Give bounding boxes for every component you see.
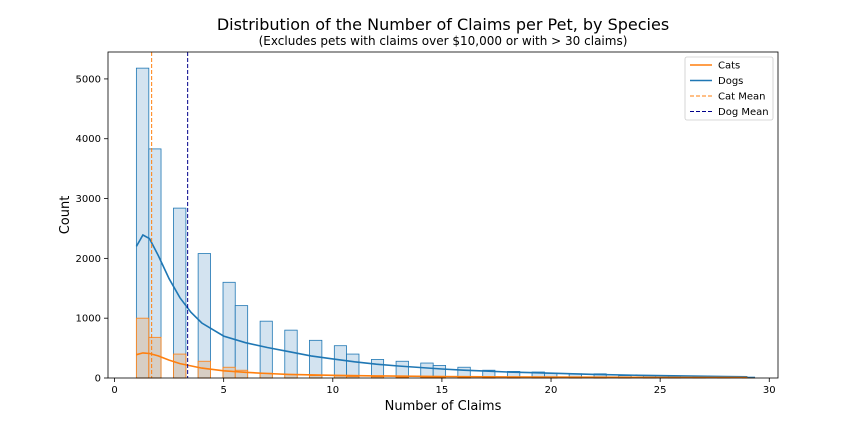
x-tick-label: 15	[436, 385, 449, 396]
dog-bar	[197, 253, 211, 379]
x-tick-label: 5	[220, 385, 226, 396]
y-axis: 0 1000 2000 3000 4000 5000	[76, 74, 108, 385]
x-axis: 0 5 10 15 20 25 30	[111, 378, 776, 396]
cat-bar	[148, 336, 162, 379]
y-tick-label: 2000	[76, 254, 101, 265]
cat-kde-line	[136, 352, 748, 379]
legend-label: Dogs	[718, 76, 743, 87]
x-tick-label: 0	[111, 385, 117, 396]
legend-label: Dog Mean	[718, 107, 769, 118]
legend-label: Cats	[718, 61, 740, 72]
x-axis-label: Number of Claims	[385, 399, 502, 414]
dog-bar	[309, 339, 323, 379]
plot-area	[135, 52, 756, 379]
plot-frame	[107, 51, 779, 379]
chart-subtitle: (Excludes pets with claims over $10,000 …	[259, 34, 628, 48]
x-tick-label: 30	[763, 385, 776, 396]
y-tick-label: 0	[95, 374, 101, 385]
dog-bar	[222, 281, 236, 379]
dog-bar	[284, 329, 298, 379]
legend-box	[684, 56, 774, 121]
y-tick-label: 3000	[76, 194, 101, 205]
cat-bar	[222, 366, 236, 379]
x-tick-label: 25	[654, 385, 667, 396]
x-tick-label: 10	[326, 385, 339, 396]
dog-bar	[259, 320, 273, 379]
x-tick-label: 20	[545, 385, 558, 396]
y-tick-label: 4000	[76, 134, 101, 145]
dog-bar	[346, 353, 360, 379]
cat-bar	[173, 353, 187, 379]
chart-title: Distribution of the Number of Claims per…	[217, 15, 669, 34]
dog-bar	[333, 345, 347, 379]
legend-label: Cat Mean	[718, 92, 765, 103]
dog-kde-line	[135, 233, 748, 378]
y-tick-label: 1000	[76, 314, 101, 325]
y-tick-label: 5000	[76, 74, 101, 85]
y-axis-label: Count	[58, 196, 73, 235]
dog-bar	[173, 207, 187, 379]
cat-bar	[135, 317, 150, 379]
legend: Cats Dogs Cat Mean Dog Mean	[684, 56, 774, 121]
